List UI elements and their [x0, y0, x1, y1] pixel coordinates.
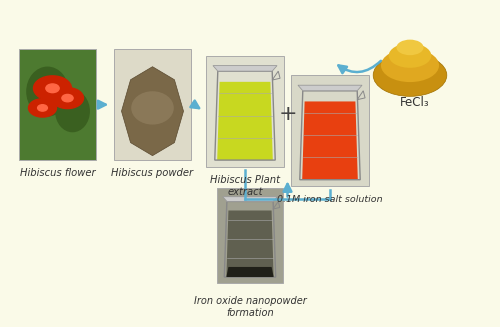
Polygon shape	[223, 197, 277, 201]
Ellipse shape	[131, 91, 174, 125]
Polygon shape	[226, 211, 274, 277]
Text: FeCl₃: FeCl₃	[400, 96, 430, 110]
Ellipse shape	[388, 43, 432, 68]
Ellipse shape	[373, 54, 447, 96]
Text: Hibiscus flower: Hibiscus flower	[20, 168, 96, 179]
Polygon shape	[302, 101, 358, 180]
Circle shape	[52, 88, 84, 109]
FancyBboxPatch shape	[291, 75, 369, 186]
Text: Iron oxide nanopowder
formation: Iron oxide nanopowder formation	[194, 296, 306, 318]
Ellipse shape	[396, 40, 423, 55]
FancyBboxPatch shape	[19, 49, 96, 160]
Text: Hibiscus powder: Hibiscus powder	[112, 168, 194, 179]
Polygon shape	[298, 85, 362, 91]
Circle shape	[38, 105, 48, 111]
Ellipse shape	[381, 49, 439, 82]
Polygon shape	[213, 66, 277, 71]
FancyBboxPatch shape	[217, 188, 283, 283]
FancyBboxPatch shape	[206, 56, 284, 167]
Ellipse shape	[26, 66, 69, 116]
Polygon shape	[122, 67, 184, 156]
FancyBboxPatch shape	[114, 49, 191, 160]
Text: 0.1M iron salt solution: 0.1M iron salt solution	[277, 195, 383, 204]
Polygon shape	[217, 82, 273, 160]
Polygon shape	[226, 267, 274, 277]
Text: Hibiscus Plant
extract: Hibiscus Plant extract	[210, 175, 280, 198]
Circle shape	[62, 95, 73, 102]
Circle shape	[46, 84, 59, 93]
Circle shape	[28, 99, 56, 117]
Circle shape	[34, 76, 72, 101]
Text: +: +	[278, 104, 297, 125]
Ellipse shape	[55, 90, 90, 132]
FancyArrowPatch shape	[338, 61, 381, 73]
